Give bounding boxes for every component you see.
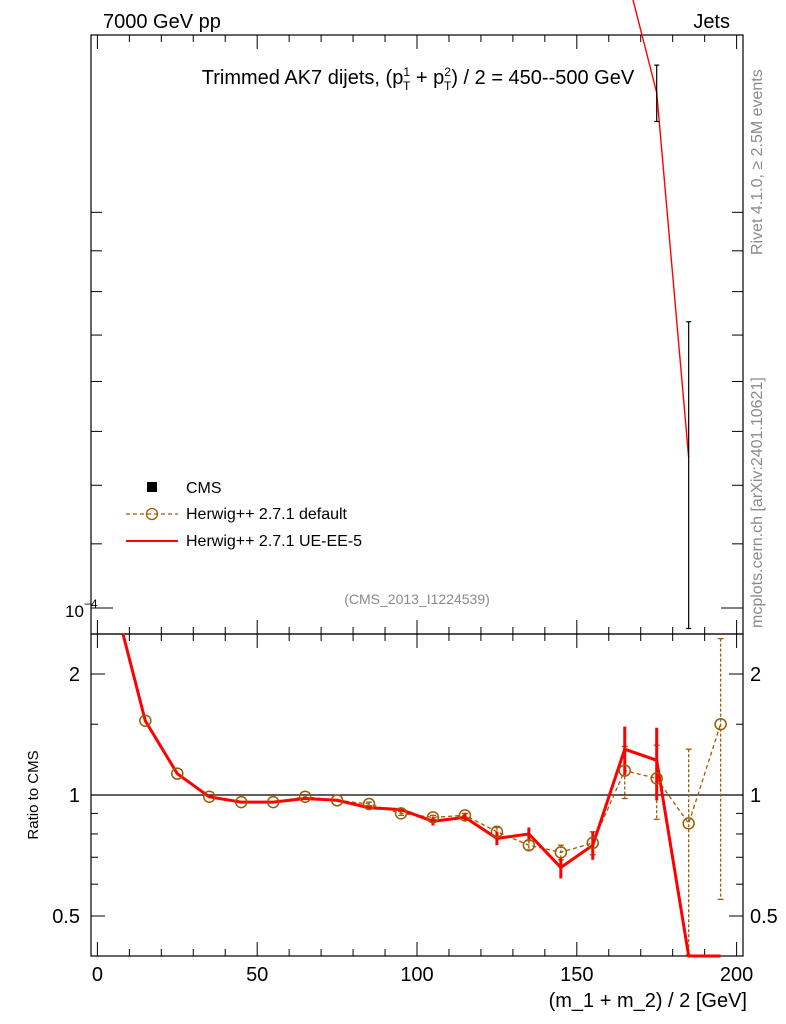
main-ytick-label: 10−4 — [65, 597, 98, 621]
ratio-ytick-label: 0.5 — [52, 906, 80, 928]
ratio-default-marker — [394, 807, 408, 820]
legend-cms-label: CMS — [186, 480, 222, 497]
ratio-default-marker — [458, 809, 472, 822]
ratio-default-marker — [298, 790, 312, 804]
header-left-label: 7000 GeV pp — [103, 11, 221, 33]
xtick-label: 150 — [560, 964, 593, 986]
ratio-ytick-label: 1 — [69, 785, 80, 807]
ratio-default-line — [144, 720, 722, 853]
analysis-watermark: (CMS_2013_I1224539) — [344, 591, 490, 607]
ratio-default-marker — [522, 838, 536, 852]
ratio-default-marker — [171, 767, 184, 780]
legend-default-label: Herwig++ 2.7.1 default — [186, 506, 348, 523]
ratio-default-marker — [234, 795, 248, 809]
rivet-version-label: Rivet 4.1.0, ≥ 2.5M events — [749, 69, 766, 255]
ratio-default-marker — [682, 817, 695, 830]
ratio-default-marker — [426, 811, 440, 824]
ratio-default-marker — [714, 717, 727, 731]
xtick-label: 200 — [720, 964, 753, 986]
ratio-ylabel: Ratio to CMS — [25, 750, 42, 839]
ratio-panel-ticks: 0 50 100 150 200 0.5 0.5 1 1 2 2 — [52, 634, 778, 986]
ratio-default-marker — [650, 772, 663, 785]
main-panel-ticks — [91, 35, 743, 634]
ratio-default-marker — [362, 797, 376, 811]
legend-ueee5-label: Herwig++ 2.7.1 UE-EE-5 — [186, 533, 362, 550]
ratio-default-marker — [203, 790, 216, 804]
ratio-default-marker — [266, 795, 280, 809]
xtick-label: 0 — [92, 964, 103, 986]
main-title: Trimmed AK7 dijets, (p1 T + p2 T) / 2 = 45… — [202, 65, 635, 93]
mcplots-label: mcplots.cern.ch [arXiv:2401.10621] — [749, 377, 766, 628]
ratio-ytick-label-right: 2 — [750, 664, 761, 686]
ratio-default-marker — [554, 846, 568, 859]
ratio-ytick-label-right: 1 — [750, 785, 761, 807]
legend-cms-marker — [147, 482, 157, 492]
xtick-label: 100 — [400, 964, 433, 986]
ratio-default-marker — [618, 764, 631, 777]
xtick-label: 50 — [246, 964, 268, 986]
ratio-ytick-label-right: 0.5 — [750, 906, 778, 928]
header-right-label: Jets — [693, 11, 730, 33]
ratio-default-marker — [139, 714, 152, 728]
ratio-default-marker — [586, 836, 600, 850]
ratio-ytick-label: 2 — [69, 664, 80, 686]
xaxis-label: (m_1 + m_2) / 2 [GeV] — [549, 990, 747, 1012]
legend-default-marker — [145, 507, 159, 521]
main-series-group — [632, 0, 692, 630]
legend: CMS Herwig++ 2.7.1 default Herwig++ 2.7.… — [126, 480, 362, 550]
ratio-default-marker — [330, 794, 344, 807]
ratio-default-marker — [490, 825, 504, 839]
ratio-series-group — [121, 633, 727, 958]
